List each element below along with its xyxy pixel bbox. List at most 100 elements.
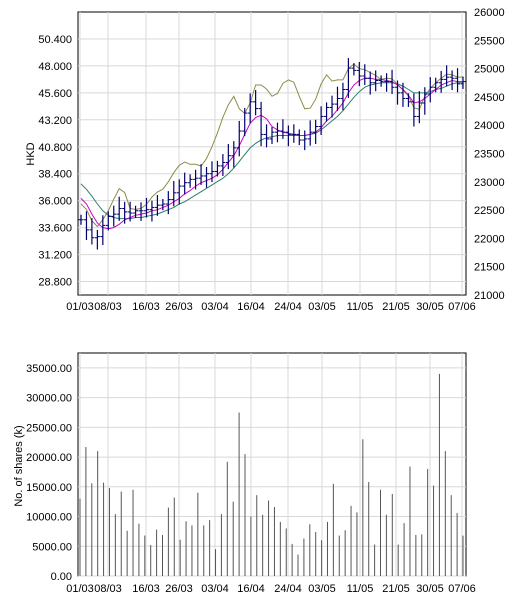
price-x-tick-label: 21/05: [382, 301, 410, 313]
price-bar: [89, 218, 95, 245]
price-bar: [105, 211, 111, 231]
price-bar: [438, 70, 444, 93]
index-y-tick-label: 21500: [474, 262, 505, 274]
price-bar: [389, 69, 395, 94]
price-bar: [83, 211, 89, 240]
price-y-tick-label: 28.800: [38, 277, 72, 289]
price-bar: [269, 127, 275, 144]
price-bar: [378, 75, 384, 87]
price-bar: [78, 214, 84, 225]
price-bar: [236, 120, 242, 157]
price-bar: [460, 76, 466, 89]
index-y-tick-label: 23000: [474, 177, 505, 189]
price-bar: [149, 200, 155, 222]
volume-y-tick-label: 25000.00: [26, 422, 72, 434]
price-bar: [444, 65, 450, 87]
price-bars: [78, 58, 466, 250]
volume-x-tick-label: 16/03: [132, 583, 160, 595]
price-bar: [204, 166, 210, 188]
price-bar: [231, 141, 237, 168]
price-bar: [242, 108, 248, 137]
price-bar: [422, 87, 428, 115]
price-bar: [165, 191, 171, 215]
price-bar: [258, 101, 264, 147]
price-bar: [154, 195, 160, 216]
price-bar: [133, 205, 139, 219]
price-x-tick-label: 01/03: [66, 301, 94, 313]
volume-x-tick-label: 11/05: [347, 583, 374, 595]
price-y-tick-label: 38.400: [38, 169, 72, 181]
volume-chart-plot-area: [77, 352, 467, 577]
price-bar: [318, 106, 324, 135]
price-bar: [220, 154, 226, 176]
price-bar: [160, 198, 166, 211]
price-bar: [274, 122, 280, 143]
volume-x-tick-label: 16/04: [237, 583, 265, 595]
price-bar: [307, 120, 313, 146]
price-chart-y-ticks: 28.800 31.200 33.600 36.000 38.400 40.800 43.2…: [38, 34, 72, 289]
price-x-tick-label: 16/03: [132, 301, 160, 313]
price-y-tick-label: 33.600: [38, 223, 72, 235]
price-x-tick-label: 03/05: [308, 301, 336, 313]
price-y-tick-label: 31.200: [38, 250, 72, 262]
price-bar: [356, 61, 362, 87]
price-bar: [100, 215, 106, 246]
moving-average-short-line: [80, 77, 463, 230]
volume-y-tick-label: 30000.00: [26, 393, 72, 405]
price-bar: [351, 63, 357, 76]
index-y-tick-label: 22000: [474, 233, 505, 245]
price-bar: [334, 86, 340, 111]
volume-y-tick-label: 20000.00: [26, 452, 72, 464]
volume-x-tick-label: 21/05: [382, 583, 410, 595]
price-chart-grid: [78, 12, 466, 295]
volume-y-tick-label: 0.00: [51, 571, 72, 583]
price-x-tick-label: 26/03: [165, 301, 193, 313]
volume-y-tick-label: 5000.00: [32, 541, 72, 553]
price-bar: [427, 77, 433, 103]
price-bar: [193, 169, 199, 190]
volume-y-axis-title: No. of shares (k): [13, 425, 25, 506]
price-bar: [362, 64, 368, 85]
price-bar: [329, 95, 335, 118]
volume-x-tick-label: 24/04: [274, 583, 302, 595]
price-bar: [296, 129, 302, 146]
price-bar: [285, 125, 291, 147]
price-bar: [127, 201, 133, 222]
index-y-tick-label: 21000: [474, 290, 505, 302]
price-bar: [182, 172, 188, 195]
price-x-tick-label: 03/04: [201, 301, 229, 313]
index-y-ticks: 21000 21500 22000 22500 23000 23500 24000 24500…: [474, 7, 505, 302]
price-bar: [455, 68, 461, 93]
volume-x-tick-label: 08/03: [94, 583, 122, 595]
volume-x-tick-label: 26/03: [165, 583, 193, 595]
price-y-tick-label: 43.200: [38, 115, 72, 127]
volume-x-tick-label: 03/04: [201, 583, 229, 595]
price-bar: [367, 71, 373, 95]
volume-x-tick-label: 30/05: [416, 583, 444, 595]
price-chart-plot-area: [77, 11, 467, 296]
price-x-tick-label: 24/04: [274, 301, 302, 313]
volume-y-tick-label: 10000.00: [26, 512, 72, 524]
price-y-tick-label: 40.800: [38, 142, 72, 154]
volume-x-tick-label: 07/06: [448, 583, 476, 595]
price-bar: [449, 70, 455, 91]
price-x-tick-label: 30/05: [416, 301, 444, 313]
price-bar: [313, 119, 319, 144]
price-bar: [280, 119, 286, 139]
price-y-tick-label: 36.000: [38, 196, 72, 208]
volume-y-tick-label: 35000.00: [26, 363, 72, 375]
price-bar: [345, 58, 351, 98]
price-bar: [433, 77, 439, 93]
price-bar: [400, 82, 406, 107]
price-bar: [416, 91, 422, 124]
price-chart-x-ticks: 01/03 08/03 16/03 26/03 03/04 16/04 24/04 03/05…: [66, 301, 476, 313]
price-bar: [253, 90, 259, 116]
volume-x-tick-label: 01/03: [66, 583, 94, 595]
price-bar: [111, 205, 117, 227]
price-x-tick-label: 16/04: [237, 301, 265, 313]
price-bar: [187, 174, 193, 188]
volume-y-tick-label: 15000.00: [26, 482, 72, 494]
price-bar: [171, 181, 177, 207]
index-y-tick-label: 26000: [474, 7, 505, 19]
